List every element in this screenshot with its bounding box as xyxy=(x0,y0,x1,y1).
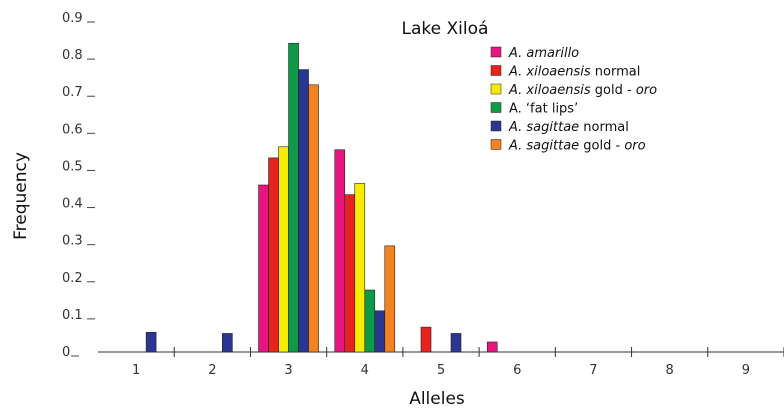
y-tick-label: 0.9 xyxy=(62,11,83,26)
y-tick-label: 0 xyxy=(62,345,70,360)
x-tick-label: 5 xyxy=(437,363,445,378)
y-axis: 0 0.1 0.2 0.3 0.4 0.5 0.6 0.7 0.8 0.9 xyxy=(62,11,95,360)
bar xyxy=(344,194,356,353)
legend-item: A. amarillo xyxy=(490,46,579,61)
bar xyxy=(384,245,396,353)
x-tick-label: 4 xyxy=(361,363,369,378)
legend-label: A. ‘fat lips’ xyxy=(509,102,578,117)
bar xyxy=(364,289,376,353)
x-axis-title: Alleles xyxy=(409,389,465,409)
bar xyxy=(278,146,289,353)
legend-label: A. xiloaensis normal xyxy=(508,65,640,80)
legend-label-part: normal xyxy=(591,65,641,80)
legend-swatch xyxy=(490,139,502,150)
x-tick-label: 6 xyxy=(513,363,521,378)
bar xyxy=(420,326,432,353)
bar xyxy=(354,183,366,353)
y-tick-label: 0.6 xyxy=(62,122,83,137)
bar xyxy=(450,333,462,353)
y-tick-label: 0.3 xyxy=(62,234,83,249)
x-axis: 1 2 3 4 5 6 7 8 9 xyxy=(98,347,784,378)
legend-swatch xyxy=(490,102,502,113)
y-tick-label: 0.4 xyxy=(62,197,83,212)
legend-label-part: A. xiloaensis xyxy=(508,65,591,80)
legend-label-part: A. sagittae xyxy=(508,120,579,135)
x-tick-label: 2 xyxy=(208,363,216,378)
legend-label-part: gold - xyxy=(579,139,624,154)
bar xyxy=(258,184,269,353)
legend-label-part: normal xyxy=(579,120,629,135)
x-tick-label: 1 xyxy=(132,363,140,378)
legend-label-part: oro xyxy=(636,83,657,98)
bar xyxy=(298,69,309,353)
legend-label-part: A. sagittae xyxy=(508,139,579,154)
x-tick-label: 8 xyxy=(666,363,674,378)
bar xyxy=(222,333,233,353)
x-tick-label: 9 xyxy=(742,363,750,378)
legend-label-part: A. xiloaensis xyxy=(508,83,591,98)
y-tick-label: 0.1 xyxy=(62,308,83,323)
bar xyxy=(374,310,386,353)
y-tick-label: 0.8 xyxy=(62,48,83,63)
y-tick-label: 0.2 xyxy=(62,271,83,286)
legend-label: A. amarillo xyxy=(508,46,579,61)
legend-label-part: gold - xyxy=(591,83,636,98)
bar xyxy=(288,42,299,353)
bar xyxy=(145,332,157,353)
legend-swatch xyxy=(490,46,502,58)
legend-label: A. sagittae normal xyxy=(508,120,629,135)
chart-title: Lake Xiloá xyxy=(402,19,489,39)
bars xyxy=(145,42,498,353)
y-tick-label: 0.7 xyxy=(62,85,83,100)
y-tick-label: 0.5 xyxy=(62,159,83,174)
x-tick-label: 7 xyxy=(589,363,597,378)
legend-item: A. xiloaensis normal xyxy=(490,65,640,80)
legend-label-part: oro xyxy=(624,139,645,154)
legend-item: A. ‘fat lips’ xyxy=(490,102,578,117)
legend-label: A. xiloaensis gold - oro xyxy=(508,83,657,98)
legend-label-part: A. ‘fat lips’ xyxy=(509,102,578,117)
legend-label: A. sagittae gold - oro xyxy=(508,139,646,154)
bar xyxy=(486,341,498,353)
legend-swatch xyxy=(490,83,502,95)
legend-swatch xyxy=(490,120,502,132)
x-tick-label: 3 xyxy=(284,363,292,378)
legend-label-part: A. amarillo xyxy=(508,46,579,61)
bar xyxy=(334,149,346,353)
legend-swatch xyxy=(490,65,502,76)
bar xyxy=(268,157,279,353)
y-axis-title: Frequency xyxy=(11,152,31,240)
legend-item: A. sagittae gold - oro xyxy=(490,139,646,154)
bar xyxy=(308,84,319,353)
legend-item: A. sagittae normal xyxy=(490,120,629,135)
legend-item: A. xiloaensis gold - oro xyxy=(490,83,657,98)
